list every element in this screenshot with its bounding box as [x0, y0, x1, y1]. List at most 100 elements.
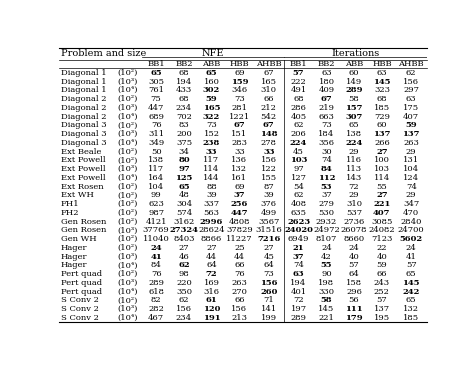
Text: Gen WH: Gen WH [61, 235, 96, 243]
Text: 65: 65 [406, 270, 417, 278]
Text: 156: 156 [403, 77, 419, 86]
Text: 113: 113 [346, 165, 362, 173]
Text: 234: 234 [176, 314, 192, 322]
Text: 69: 69 [234, 69, 245, 77]
Text: Hager: Hager [61, 253, 87, 261]
Text: 73: 73 [206, 121, 217, 129]
Text: 63: 63 [293, 270, 304, 278]
Text: 729: 729 [374, 113, 390, 121]
Text: (10²): (10²) [117, 95, 137, 103]
Text: 8866: 8866 [201, 235, 222, 243]
Text: 26078: 26078 [341, 226, 367, 235]
Text: 44: 44 [234, 253, 245, 261]
Text: 53: 53 [321, 183, 332, 190]
Text: 409: 409 [319, 86, 335, 94]
Text: ABB: ABB [202, 60, 220, 68]
Text: AHBB: AHBB [256, 60, 282, 68]
Text: 323: 323 [374, 86, 390, 94]
Text: 99: 99 [151, 192, 162, 199]
Text: 289: 289 [345, 86, 363, 94]
Text: 39: 39 [206, 192, 217, 199]
Text: 4808: 4808 [228, 218, 250, 226]
Text: 179: 179 [345, 314, 363, 322]
Text: 702: 702 [176, 113, 192, 121]
Text: 537: 537 [346, 209, 362, 217]
Text: 27: 27 [179, 244, 189, 252]
Text: 263: 263 [403, 139, 419, 147]
Text: 76: 76 [151, 270, 162, 278]
Text: 689: 689 [148, 113, 164, 121]
Text: 138: 138 [148, 156, 164, 164]
Text: 145: 145 [373, 77, 391, 86]
Text: 347: 347 [403, 200, 419, 208]
Text: 310: 310 [346, 200, 362, 208]
Text: 356: 356 [319, 139, 335, 147]
Text: 623: 623 [148, 200, 164, 208]
Text: 144: 144 [203, 174, 219, 182]
Text: 62: 62 [293, 121, 304, 129]
Text: 33: 33 [234, 148, 245, 156]
Text: (10²): (10²) [117, 270, 137, 278]
Text: 24020: 24020 [284, 226, 313, 235]
Text: Gen Rosen: Gen Rosen [61, 218, 106, 226]
Text: 499: 499 [261, 209, 277, 217]
Text: FH2: FH2 [61, 209, 79, 217]
Text: 3567: 3567 [258, 218, 280, 226]
Text: 37829: 37829 [226, 226, 253, 235]
Text: 407: 407 [373, 209, 391, 217]
Text: 159: 159 [231, 77, 248, 86]
Text: 330: 330 [319, 288, 335, 296]
Text: (10²): (10²) [117, 121, 137, 129]
Text: 281: 281 [231, 104, 247, 112]
Text: 2736: 2736 [343, 218, 365, 226]
Text: Diagonal 3: Diagonal 3 [61, 130, 106, 138]
Text: 467: 467 [148, 314, 164, 322]
Text: 25: 25 [234, 244, 245, 252]
Text: 447: 447 [148, 104, 164, 112]
Text: 542: 542 [261, 113, 277, 121]
Text: (10²): (10²) [117, 209, 137, 217]
Text: 27: 27 [376, 148, 388, 156]
Text: 76: 76 [234, 270, 245, 278]
Text: 238: 238 [203, 139, 220, 147]
Text: 90: 90 [321, 270, 332, 278]
Text: 156: 156 [261, 156, 277, 164]
Text: 58: 58 [321, 297, 332, 305]
Text: 69: 69 [234, 183, 245, 190]
Text: S Conv 2: S Conv 2 [61, 297, 99, 305]
Text: 73: 73 [264, 270, 274, 278]
Text: 104: 104 [403, 165, 419, 173]
Text: 4121: 4121 [146, 218, 167, 226]
Text: 191: 191 [203, 314, 220, 322]
Text: 131: 131 [403, 156, 419, 164]
Text: 37: 37 [321, 192, 332, 199]
Text: 165: 165 [203, 104, 220, 112]
Text: 152: 152 [203, 130, 219, 138]
Text: 349: 349 [148, 139, 164, 147]
Text: 39: 39 [264, 192, 274, 199]
Text: Diagonal 2: Diagonal 2 [61, 104, 106, 112]
Text: 31516: 31516 [255, 226, 282, 235]
Text: 97: 97 [293, 165, 304, 173]
Text: 57: 57 [348, 261, 359, 269]
Text: 224: 224 [345, 139, 363, 147]
Text: 30: 30 [321, 148, 332, 156]
Text: 433: 433 [176, 86, 192, 94]
Text: 184: 184 [319, 130, 335, 138]
Text: 103: 103 [290, 156, 307, 164]
Text: (10³): (10³) [117, 226, 137, 235]
Text: ABB: ABB [345, 60, 363, 68]
Text: 50: 50 [151, 148, 162, 156]
Text: 242: 242 [402, 288, 420, 296]
Text: Iterations: Iterations [331, 50, 380, 58]
Text: 137: 137 [374, 305, 390, 313]
Text: 283: 283 [231, 139, 247, 147]
Text: 141: 141 [261, 305, 277, 313]
Text: 401: 401 [291, 288, 307, 296]
Text: FH1: FH1 [61, 200, 79, 208]
Text: 59: 59 [376, 261, 387, 269]
Text: 195: 195 [374, 314, 390, 322]
Text: 62: 62 [406, 69, 417, 77]
Text: 169: 169 [203, 279, 219, 287]
Text: 194: 194 [176, 77, 192, 86]
